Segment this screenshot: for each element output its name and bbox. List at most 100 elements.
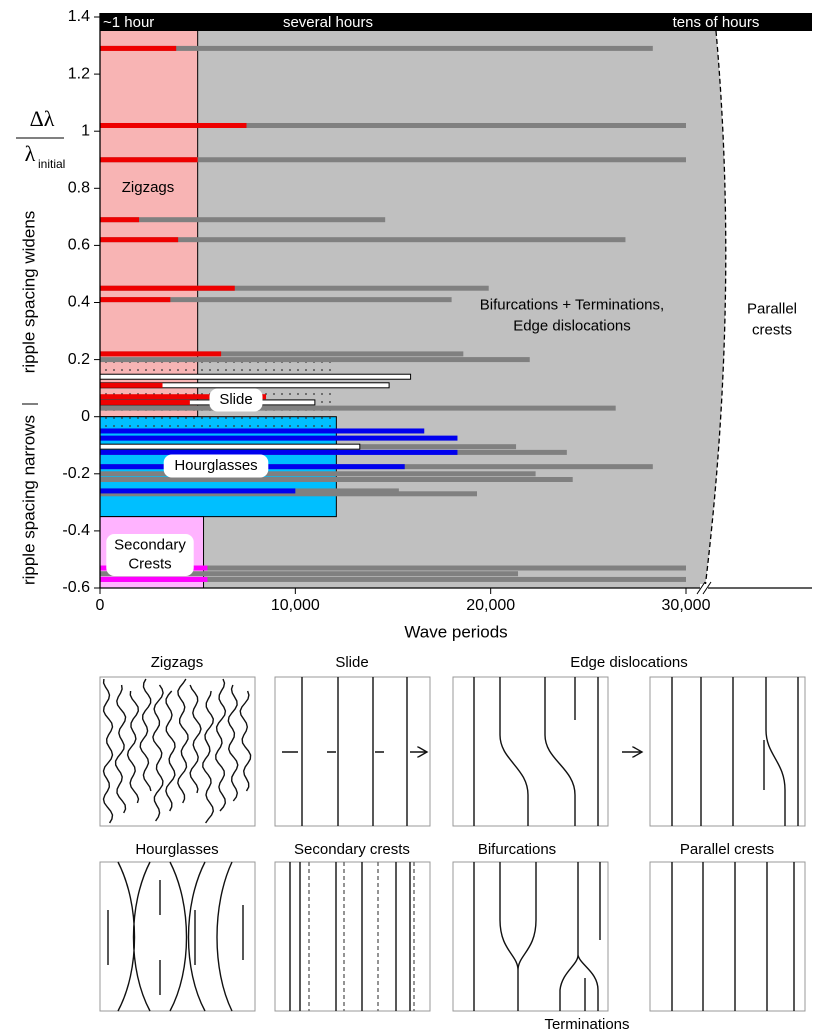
bar xyxy=(100,477,573,483)
bar xyxy=(100,565,687,571)
panel-title: Parallel crests xyxy=(680,841,774,858)
y-tick-label: 1.2 xyxy=(68,65,90,82)
y-label-top: ripple spacing widens xyxy=(19,211,38,374)
zigzag-line xyxy=(202,690,215,824)
bar xyxy=(100,297,452,303)
time-label: ~1 hour xyxy=(103,14,154,31)
bifurcation-sketch xyxy=(473,862,601,1011)
label-box xyxy=(163,454,269,478)
bar xyxy=(100,576,687,582)
bar xyxy=(100,157,687,163)
bar xyxy=(100,488,296,494)
bar xyxy=(100,297,171,303)
fraction-subscript: initial xyxy=(38,157,65,171)
bar xyxy=(100,382,163,388)
bar xyxy=(100,237,179,243)
slide-sketch xyxy=(282,677,427,826)
bar xyxy=(100,351,222,357)
bar xyxy=(100,571,519,577)
panel-title: Bifurcations xyxy=(478,841,556,858)
edge-dislocation-sketch xyxy=(473,677,799,826)
bar xyxy=(100,351,464,357)
bar xyxy=(100,399,190,405)
zigzag-line xyxy=(102,678,114,824)
panel-title: Zigzags xyxy=(151,654,204,671)
bar xyxy=(100,122,687,128)
secondary-crest-sketch xyxy=(289,862,415,1011)
fraction-denominator: λ xyxy=(25,141,36,166)
label-box xyxy=(209,388,263,412)
annotation: crests xyxy=(752,321,792,338)
region-label: Hourglasses xyxy=(174,457,257,474)
hourglass-sketch xyxy=(107,861,244,1012)
panels: Zigzags Slide Edge dislocations Hourglas… xyxy=(99,654,806,1033)
region-label: Crests xyxy=(128,555,171,572)
bar xyxy=(100,449,458,455)
panel-title: Slide xyxy=(335,654,368,671)
y-tick-label: -0.6 xyxy=(62,579,90,596)
zigzag-line xyxy=(177,678,189,804)
bar xyxy=(100,576,208,582)
y-tick-label: 0.4 xyxy=(68,294,90,311)
panel-box xyxy=(649,676,806,827)
panel-box xyxy=(99,676,256,827)
bar xyxy=(100,285,489,291)
annotation: Parallel xyxy=(747,300,797,317)
y-tick-label: -0.2 xyxy=(62,465,90,482)
plot: Zigzags Hourglasses Slide Secondary Crests Bi… xyxy=(16,8,812,641)
bar xyxy=(99,443,361,450)
panel-box xyxy=(452,676,609,827)
bar xyxy=(100,435,458,441)
parallel-sketch xyxy=(671,862,795,1011)
y-tick-label: 0.2 xyxy=(68,351,90,368)
x-tick-label: 10,000 xyxy=(271,597,320,614)
panel-box xyxy=(649,861,806,1012)
zigzag-line xyxy=(152,684,164,822)
bar xyxy=(100,285,235,291)
region-label: Slide xyxy=(219,391,252,408)
bar xyxy=(99,373,412,380)
bar xyxy=(100,405,616,411)
bar xyxy=(100,45,653,51)
x-tick-label: 20,000 xyxy=(466,597,515,614)
time-label: several hours xyxy=(283,14,373,31)
y-tick-label: 0 xyxy=(81,408,90,425)
time-label: tens of hours xyxy=(673,14,760,31)
bar xyxy=(100,491,477,497)
region-label: Secondary xyxy=(114,536,186,553)
zigzag-line xyxy=(126,690,140,804)
panel-title: Hourglasses xyxy=(135,841,218,858)
zigzag-line xyxy=(239,690,252,792)
panel-box xyxy=(274,676,431,827)
zigzag-line xyxy=(215,678,227,812)
bar xyxy=(100,217,386,223)
region-label: Zigzags xyxy=(122,179,175,196)
zigzag-line xyxy=(114,684,127,814)
zigzag-line xyxy=(139,678,152,792)
x-tick-label: 0 xyxy=(96,597,105,614)
x-axis-label: Wave periods xyxy=(404,622,507,641)
bar xyxy=(100,237,626,243)
fraction-numerator: Δλ xyxy=(30,106,55,131)
panel-title: Secondary crests xyxy=(294,841,410,858)
zigzag-sketch xyxy=(102,678,252,824)
bar xyxy=(100,394,267,400)
y-tick-label: 1.4 xyxy=(68,8,90,25)
panel-box xyxy=(452,861,609,1012)
x-tick-label: 30,000 xyxy=(662,597,711,614)
bar xyxy=(100,357,530,363)
panel-title: Edge dislocations xyxy=(570,654,688,671)
bar xyxy=(100,45,177,51)
time-band xyxy=(100,13,812,31)
bar xyxy=(100,471,536,477)
panel-box xyxy=(274,861,431,1012)
bar xyxy=(100,428,425,434)
y-tick-label: -0.4 xyxy=(62,522,90,539)
boundary xyxy=(704,30,727,589)
bar xyxy=(100,217,140,223)
label-box xyxy=(106,534,194,576)
y-tick-label: 1 xyxy=(81,122,90,139)
zigzag-line xyxy=(165,690,176,812)
axis-break xyxy=(696,581,712,595)
